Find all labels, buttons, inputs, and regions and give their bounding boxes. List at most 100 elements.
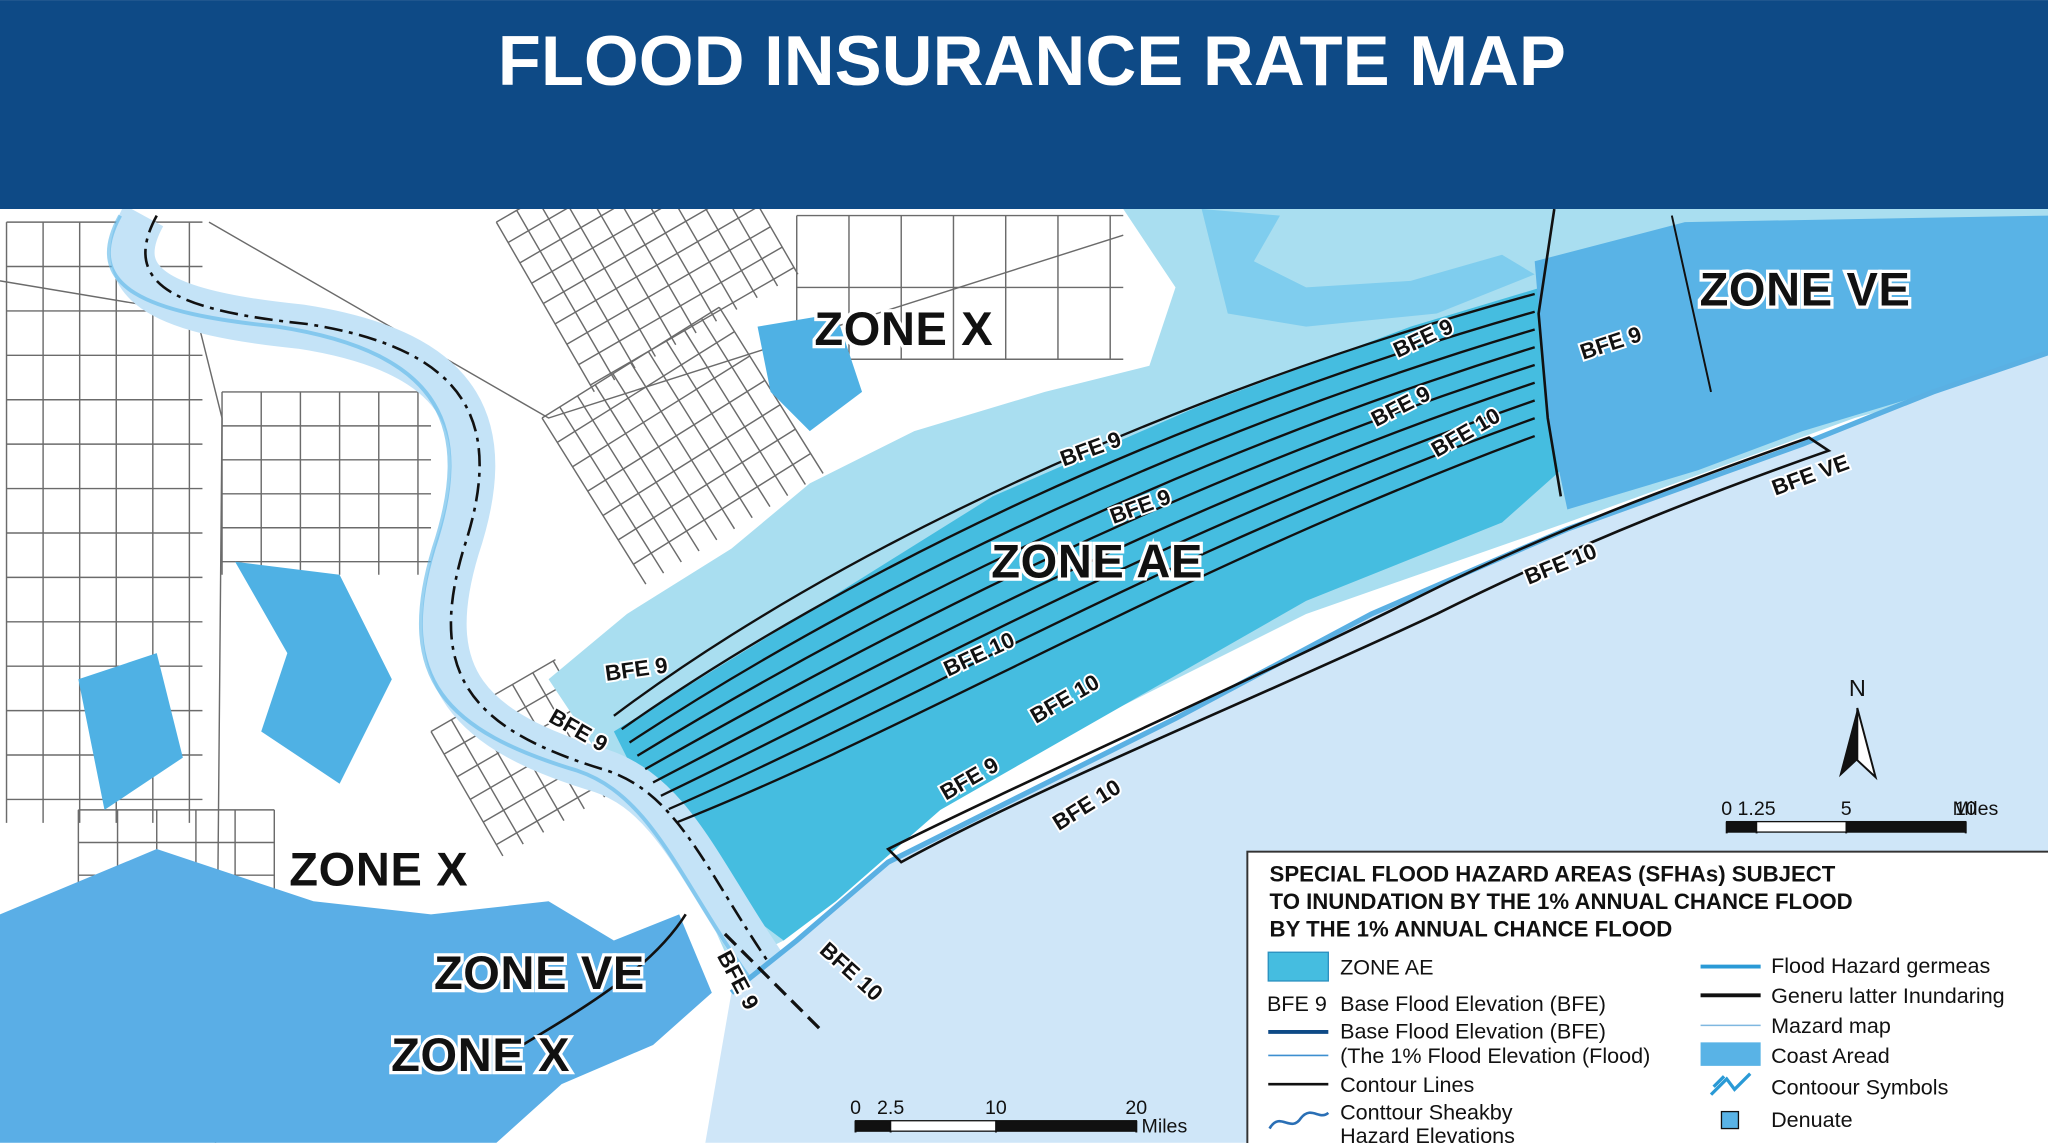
legend-label: Hazard Elevations <box>1340 1123 1515 1143</box>
street <box>658 209 758 299</box>
legend-label: Generu latter Inundaring <box>1771 983 2005 1008</box>
legend-label: Mazard map <box>1771 1013 1891 1038</box>
contour <box>628 328 1536 744</box>
street <box>566 226 771 345</box>
street <box>536 209 636 369</box>
street <box>554 209 760 325</box>
river-bank <box>107 214 815 1086</box>
legend-label: (The 1% Flood Elevation (Flood) <box>1340 1043 1650 1068</box>
street <box>590 266 795 386</box>
road <box>208 221 1124 419</box>
street <box>633 452 812 565</box>
contour <box>652 381 1536 784</box>
street <box>576 395 682 563</box>
swatch-small <box>1720 1110 1740 1130</box>
contour <box>621 310 1536 731</box>
zone-ae <box>613 287 1561 941</box>
street <box>556 209 656 357</box>
legend-title: BY THE 1% ANNUAL CHANCE FLOOD <box>1270 917 1673 942</box>
zone-ve-south <box>0 849 712 1143</box>
street <box>647 351 753 519</box>
zone-ve <box>1534 215 2048 510</box>
scale-tick-label: 0 <box>850 1097 861 1119</box>
legend-box <box>1246 850 2048 1143</box>
legend-label: Conttour Sheakby <box>1340 1099 1513 1124</box>
scale-tick-label: 5 <box>1841 798 1852 820</box>
street <box>665 340 771 508</box>
legend-label: Contoour Symbols <box>1771 1075 1948 1100</box>
legend-wave <box>1268 1111 1330 1130</box>
scale-tick-label: 1.25 <box>1738 798 1776 820</box>
scale-segment <box>854 1120 892 1132</box>
street <box>495 221 595 393</box>
contour-south <box>521 913 687 1047</box>
street <box>519 209 724 264</box>
scale-segment <box>1845 820 1967 833</box>
street <box>430 731 504 857</box>
river-centerline <box>144 214 824 1040</box>
scale-segment <box>889 1120 997 1132</box>
street <box>577 209 677 346</box>
legend: SPECIAL FLOOD HAZARD AREAS (SFHAs) SUBJE… <box>1246 850 2048 1143</box>
zone-north <box>1201 209 1535 327</box>
swatch-coast <box>1700 1042 1761 1066</box>
scale-tick-label: 20 <box>1125 1097 1147 1119</box>
street <box>612 373 718 541</box>
contour <box>668 417 1536 811</box>
street <box>699 209 799 275</box>
scale-unit: Miles <box>1142 1115 1188 1137</box>
street <box>638 209 738 310</box>
street <box>531 209 736 284</box>
street <box>559 406 665 574</box>
scale-tick-label: 2.5 <box>877 1097 904 1119</box>
contour-lines <box>613 292 1536 824</box>
legend-title: SPECIAL FLOOD HAZARD AREAS (SFHAs) SUBJE… <box>1270 862 1836 887</box>
legend-label: Base Flood Elevation (BFE) <box>1340 1018 1606 1043</box>
legend-symbol: BFE 9 <box>1267 991 1327 1016</box>
scale-tick-label: 10 <box>1955 798 1977 820</box>
contour <box>660 399 1536 797</box>
north-label: N <box>1849 675 1866 701</box>
contour <box>644 363 1536 771</box>
street <box>597 209 697 334</box>
legend-label: Denuate <box>1771 1107 1852 1132</box>
street <box>594 384 700 552</box>
street <box>541 306 720 419</box>
contour <box>613 292 1536 717</box>
legend-title: TO INUNDATION BY THE 1% ANNUAL CHANCE FL… <box>1270 889 1853 914</box>
street <box>617 428 796 541</box>
legend-label: Coast Aread <box>1771 1043 1890 1068</box>
north-arrow-right <box>1856 707 1878 781</box>
scale-unit: Miles <box>1953 798 1999 820</box>
contour <box>636 346 1536 757</box>
zone-label: ZONE X <box>391 1028 570 1081</box>
north-arrow-left <box>1839 707 1858 778</box>
legend-symbol-icon <box>1709 1072 1752 1096</box>
zone-label: ZONE VE <box>1700 263 1911 316</box>
header-bar <box>0 0 2048 210</box>
scale-tick-label: 10 <box>985 1097 1007 1119</box>
barrier-island <box>885 436 1832 864</box>
zone-label: ZONE X <box>289 843 468 896</box>
street <box>678 209 779 287</box>
scale-tick-label: 0 <box>1721 798 1732 820</box>
flood-zones <box>0 209 2048 1143</box>
legend-label: Contour Lines <box>1340 1072 1474 1097</box>
road <box>0 280 223 1143</box>
zone-label: ZONE X <box>814 302 993 355</box>
street <box>630 362 736 530</box>
river <box>110 209 856 1096</box>
street <box>516 209 616 381</box>
contour <box>676 434 1536 824</box>
title: FLOOD INSURANCE RATE MAP <box>498 21 1566 100</box>
street <box>587 379 766 492</box>
street <box>572 355 751 468</box>
street <box>617 209 718 322</box>
street <box>450 719 524 845</box>
scale-segment <box>1755 820 1847 833</box>
scale-segment <box>995 1120 1137 1132</box>
street <box>683 329 789 496</box>
swatch-zone-ae <box>1267 951 1329 982</box>
